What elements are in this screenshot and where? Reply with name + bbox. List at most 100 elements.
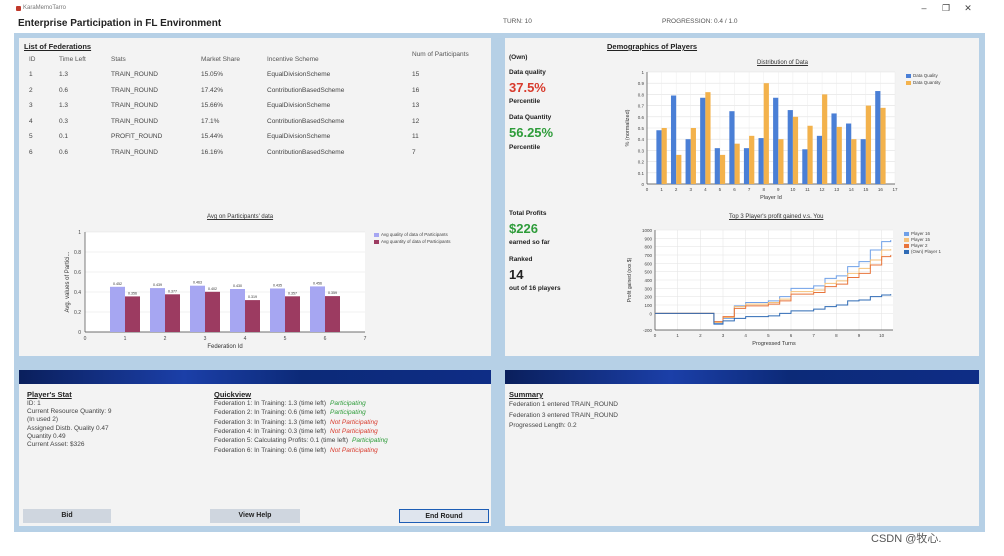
demographics-title: Demographics of Players (607, 42, 698, 51)
bar (749, 135, 755, 184)
player-stat-line: Quantity 0.49 (27, 432, 66, 440)
table-row: 1 1.3 TRAIN_ROUND 15.05% EqualDivisionScheme… (29, 71, 479, 83)
bar (822, 94, 828, 184)
quickview-line: Federation 1: In Training: 1.3 (time lef… (214, 400, 366, 407)
turn-indicator: TURN: 10 (503, 18, 532, 25)
y-tick-label: 0.2 (638, 160, 645, 165)
maximize-button[interactable]: ❐ (941, 3, 951, 13)
profit-legend-own: (Own) Player 1 (904, 249, 941, 254)
quantity-suffix: Percentile (509, 144, 541, 151)
bar (802, 149, 808, 184)
data-label: 0.377 (168, 289, 177, 293)
minimize-button[interactable]: – (921, 3, 927, 13)
view-help-button[interactable]: View Help (210, 509, 300, 523)
table-cell: 15.66% (201, 102, 224, 109)
data-label: 0.463 (193, 281, 202, 285)
y-tick-label: 0 (649, 311, 652, 316)
x-tick-label: 7 (812, 333, 815, 338)
bar (831, 113, 837, 184)
profit-value: $226 (509, 221, 538, 236)
decorative-banner-right (505, 370, 979, 384)
table-cell: 4 (29, 117, 33, 125)
bar (758, 138, 764, 184)
quickview-line: Federation 4: In Training: 0.3 (time lef… (214, 428, 378, 435)
y-tick-label: 0.2 (74, 310, 81, 316)
table-cell: 11 (412, 133, 419, 140)
col-time-left: Time Left (59, 56, 86, 63)
table-cell: 1.3 (59, 102, 69, 109)
player-stat-line: ID: 1 (27, 400, 41, 407)
data-label: 0.456 (313, 281, 322, 285)
rank-suffix: out of 16 players (509, 285, 561, 292)
x-tick-label: 8 (835, 333, 838, 338)
avg-legend-quality: Avg quality of data of Participants (374, 232, 448, 237)
end-round-button[interactable]: End Round (399, 509, 489, 523)
x-tick-label: 0 (84, 336, 87, 342)
table-cell: 12 (412, 117, 420, 125)
y-axis-label: Profit gained (xxx $) (627, 257, 633, 302)
x-tick-label: 11 (805, 187, 810, 192)
x-tick-label: 13 (834, 187, 840, 192)
bid-button[interactable]: Bid (23, 509, 111, 523)
bar (661, 128, 667, 184)
table-cell: 6 (29, 148, 33, 156)
bar (846, 123, 852, 184)
player-stat-line: Current Resource Quantity: 9 (27, 408, 112, 416)
rank-value: 14 (509, 267, 524, 282)
bar (270, 288, 285, 332)
player-distribution-chart: 00.10.20.30.40.50.60.70.80.910 1 2 3 4 5 6 7 8 9 1… (625, 70, 898, 201)
table-cell: PROFIT_ROUND (111, 133, 163, 140)
data-label: 0.319 (248, 295, 257, 299)
col-stats: Stats (111, 56, 126, 63)
quickview-line: Federation 3: In Training: 1.3 (time lef… (214, 419, 378, 426)
table-cell: 1 (29, 71, 33, 78)
watermark: CSDN @牧心. (871, 533, 942, 545)
quickview-status: Not Participating (330, 446, 378, 454)
y-tick-label: 800 (644, 245, 652, 250)
own-label: (Own) (509, 54, 528, 61)
data-label: 0.439 (153, 283, 162, 287)
bar (865, 105, 872, 184)
x-tick-label: 4 (704, 187, 707, 192)
dist-chart-title: Distribution of Data (757, 60, 809, 66)
table-cell: TRAIN_ROUND (111, 71, 158, 78)
series-line (655, 255, 892, 323)
bar (205, 291, 220, 332)
quickview-status: Not Participating (330, 427, 378, 435)
profit-legend-2: Player 2 (904, 243, 928, 248)
table-cell: EqualDivisionScheme (267, 71, 331, 78)
quantity-label: Data Quantity (509, 114, 552, 121)
bar (851, 139, 857, 184)
x-tick-label: 3 (722, 333, 725, 338)
y-tick-label: 0.4 (74, 290, 81, 296)
close-button[interactable]: ✕ (964, 3, 972, 13)
x-tick-label: 6 (733, 187, 736, 192)
bar (285, 296, 300, 332)
player-stat-line: Assigned Distb. Quality 0.47 (27, 424, 109, 432)
summary-line: Progressed Length: 0.2 (509, 422, 577, 429)
table-cell: 17.42% (201, 86, 224, 94)
y-tick-label: 200 (644, 295, 652, 300)
y-tick-label: 0.3 (638, 148, 645, 153)
federations-title: List of Federations (24, 42, 92, 51)
page-title: Enterprise Participation in FL Environme… (18, 18, 222, 29)
bar (125, 296, 140, 332)
table-cell: 0.1 (59, 133, 69, 140)
quickview-status: Participating (352, 437, 388, 445)
y-tick-label: 100 (644, 303, 652, 308)
bar (807, 125, 813, 184)
bar (325, 296, 340, 332)
bar (880, 107, 886, 184)
y-tick-label: 0.6 (74, 270, 81, 276)
window-title: KaraMemoTarro (23, 5, 67, 11)
dist-legend-quantity: Data Quantity (906, 80, 941, 85)
y-tick-label: 1 (78, 230, 81, 236)
bar (310, 286, 325, 332)
y-tick-label: 600 (644, 261, 652, 266)
y-tick-label: 1 (641, 70, 644, 75)
bar (792, 116, 799, 184)
bar (705, 92, 711, 184)
avg-participants-chart: 0 0.2 0.4 0.6 0.8 1 0 1 2 3 4 5 6 7 0.452 0.356 0.439 0.3… (65, 230, 367, 350)
bar (670, 95, 677, 184)
bar (778, 139, 784, 184)
